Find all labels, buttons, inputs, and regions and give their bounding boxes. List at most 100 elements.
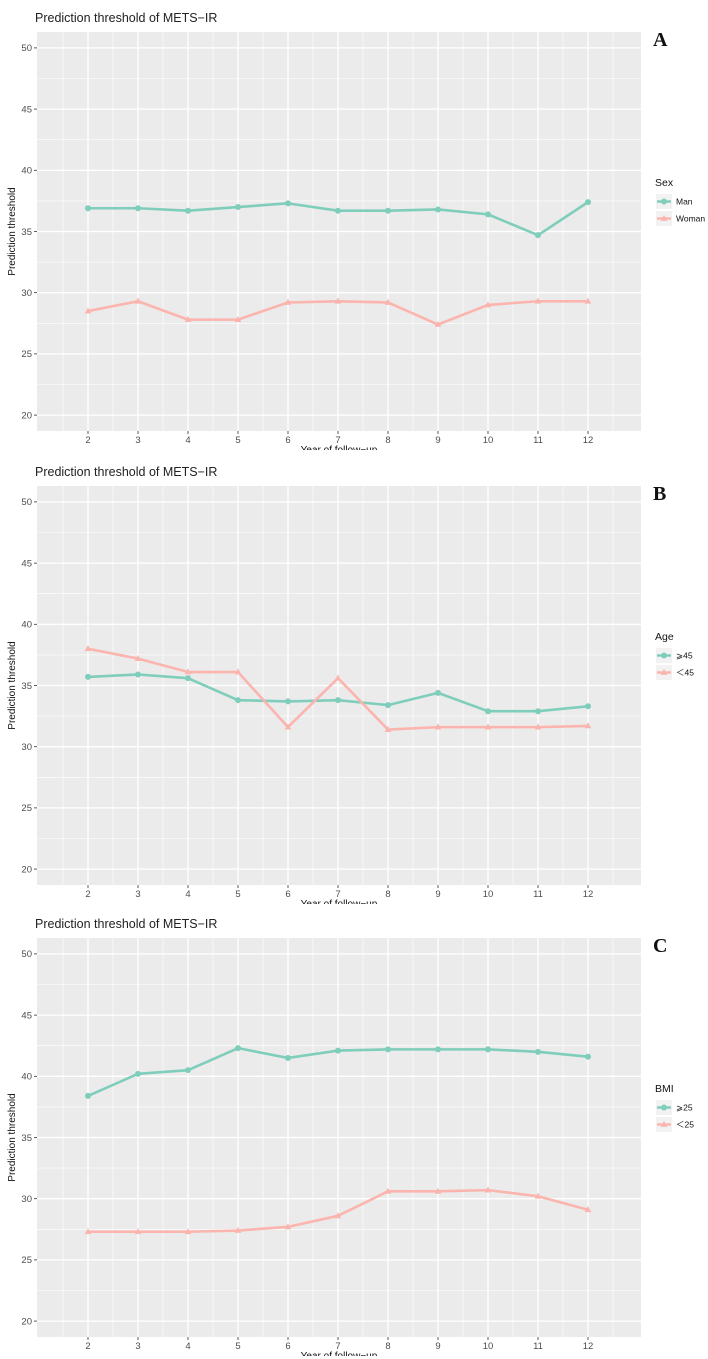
data-point bbox=[334, 1212, 342, 1219]
chart-panel-c: Prediction threshold of METS−IR C 2 3 4 5 6 7 8 9… bbox=[0, 906, 708, 1356]
x-tick-label: 8 bbox=[385, 435, 390, 446]
data-point bbox=[485, 708, 491, 715]
panel-label: C bbox=[653, 935, 667, 957]
panel-label: A bbox=[653, 29, 668, 51]
data-point bbox=[484, 301, 492, 308]
x-axis-label: Year of follow−up bbox=[301, 899, 378, 904]
x-tick-label: 12 bbox=[583, 1341, 594, 1352]
panel-label: B bbox=[653, 483, 666, 505]
x-tick-label: 3 bbox=[135, 435, 140, 446]
y-tick-label: 20 bbox=[21, 864, 32, 875]
legend-key-marker bbox=[661, 652, 667, 659]
x-tick-label: 7 bbox=[335, 1341, 340, 1352]
data-point bbox=[585, 1053, 591, 1060]
y-tick-label: 25 bbox=[21, 349, 32, 360]
data-point bbox=[84, 645, 92, 652]
x-tick-label: 4 bbox=[185, 435, 190, 446]
y-tick-label: 50 bbox=[21, 949, 32, 960]
data-point bbox=[85, 673, 91, 680]
x-tick-label: 4 bbox=[185, 889, 190, 900]
y-axis-label: Prediction threshold bbox=[7, 1093, 18, 1181]
y-tick-label: 30 bbox=[21, 742, 32, 753]
series-1 bbox=[85, 1045, 591, 1099]
data-point bbox=[284, 723, 292, 730]
data-point bbox=[484, 723, 492, 730]
y-tick-label: 20 bbox=[21, 410, 32, 421]
data-point bbox=[135, 1070, 141, 1077]
data-point bbox=[184, 316, 192, 323]
data-point bbox=[235, 1045, 241, 1052]
data-point bbox=[184, 1228, 192, 1235]
legend-key-marker bbox=[660, 668, 668, 675]
data-point bbox=[134, 297, 142, 304]
legend-entry-label: ＜45 bbox=[676, 668, 694, 678]
data-point bbox=[384, 1187, 392, 1194]
data-point bbox=[135, 671, 141, 678]
data-point bbox=[434, 1187, 442, 1194]
x-axis-label: Year of follow−up bbox=[301, 445, 378, 450]
y-tick-label: 20 bbox=[21, 1316, 32, 1327]
data-point bbox=[85, 1092, 91, 1099]
y-tick-label: 35 bbox=[21, 227, 32, 238]
legend-entry-label: Man bbox=[676, 197, 693, 207]
data-point bbox=[285, 200, 291, 207]
data-point bbox=[384, 725, 392, 732]
x-tick-label: 11 bbox=[533, 435, 543, 446]
y-tick-label: 50 bbox=[21, 43, 32, 54]
y-tick-label: 25 bbox=[21, 1255, 32, 1266]
data-point bbox=[134, 654, 142, 661]
series-1 bbox=[85, 671, 591, 715]
x-tick-label: 9 bbox=[435, 1341, 440, 1352]
x-tick-label: 4 bbox=[185, 1341, 190, 1352]
x-tick-label: 6 bbox=[285, 1341, 290, 1352]
legend-entry-label: ⩾25 bbox=[676, 1103, 693, 1113]
data-point bbox=[185, 207, 191, 214]
legend: BMI⩾25 ＜25 bbox=[655, 1083, 694, 1132]
data-point bbox=[435, 206, 441, 213]
data-point bbox=[335, 697, 341, 704]
data-point bbox=[185, 675, 191, 682]
series-2 bbox=[84, 1186, 592, 1235]
y-tick-label: 30 bbox=[21, 288, 32, 299]
legend-key-marker bbox=[660, 214, 668, 221]
data-point bbox=[234, 668, 242, 675]
x-tick-label: 6 bbox=[285, 435, 290, 446]
series-2 bbox=[84, 645, 592, 732]
data-point bbox=[534, 723, 542, 730]
legend-title: Sex bbox=[655, 177, 674, 189]
data-point bbox=[434, 723, 442, 730]
series-1 bbox=[85, 199, 591, 239]
data-point bbox=[535, 1048, 541, 1055]
y-axis-label: Prediction threshold bbox=[7, 641, 18, 729]
data-point bbox=[285, 698, 291, 705]
legend-title: BMI bbox=[655, 1083, 674, 1095]
data-point bbox=[334, 674, 342, 681]
data-point bbox=[335, 207, 341, 214]
data-point bbox=[434, 320, 442, 327]
x-tick-label: 7 bbox=[335, 889, 340, 900]
chart-title: Prediction threshold of METS−IR bbox=[35, 11, 217, 25]
y-tick-label: 45 bbox=[21, 1010, 32, 1021]
data-point bbox=[535, 708, 541, 715]
y-tick-label: 40 bbox=[21, 620, 32, 631]
data-point bbox=[485, 211, 491, 218]
data-point bbox=[85, 205, 91, 212]
x-tick-label: 7 bbox=[335, 435, 340, 446]
x-tick-label: 2 bbox=[85, 889, 90, 900]
x-tick-label: 3 bbox=[135, 889, 140, 900]
data-point bbox=[235, 204, 241, 211]
x-tick-label: 11 bbox=[533, 889, 543, 900]
data-point bbox=[185, 1067, 191, 1074]
x-tick-label: 3 bbox=[135, 1341, 140, 1352]
legend-entry-label: Woman bbox=[676, 214, 705, 224]
x-tick-label: 10 bbox=[483, 435, 494, 446]
data-point bbox=[335, 1047, 341, 1054]
data-point bbox=[385, 207, 391, 214]
data-point bbox=[585, 199, 591, 206]
x-tick-label: 8 bbox=[385, 1341, 390, 1352]
data-point bbox=[84, 1228, 92, 1235]
x-tick-label: 6 bbox=[285, 889, 290, 900]
